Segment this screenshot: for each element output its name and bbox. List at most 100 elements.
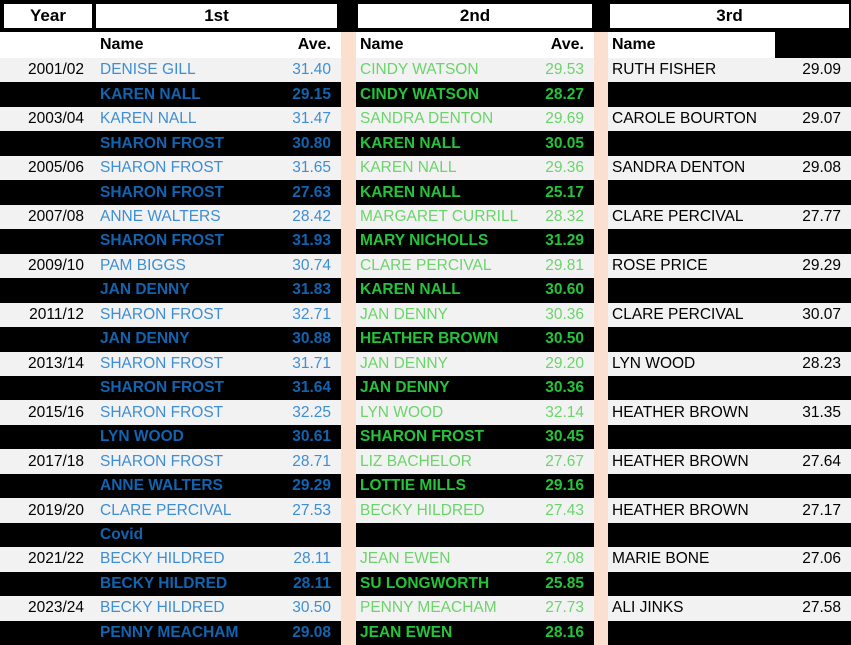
row-bg-third <box>608 204 851 230</box>
table-row[interactable]: 2005/06 SHARON FROST 31.65 KAREN NALL 29.36 S… <box>0 155 851 181</box>
table-row[interactable]: 2013/14 SHARON FROST 31.71 JAN DENNY 29.20 LY… <box>0 351 851 377</box>
column-separator-b <box>594 253 608 279</box>
cell-first-ave: 28.42 <box>292 208 331 225</box>
row-bg-second <box>356 106 594 132</box>
row-bg-third <box>608 473 851 499</box>
table-row[interactable]: 2023/24 BECKY HILDRED 30.50 PENNY MEACHAM 27… <box>0 596 851 621</box>
cell-year: 2005/06 <box>27 159 84 177</box>
title-year: Year <box>4 2 92 30</box>
table-row[interactable]: SHARON FROST 31.64 JAN DENNY 30.36 <box>0 375 851 401</box>
row-bg-second <box>356 58 594 83</box>
cell-second-name: KAREN NALL <box>360 159 457 177</box>
cell-second-name: JEAN EWEN <box>360 550 451 568</box>
column-separator-a <box>341 82 356 107</box>
column-separator-b <box>594 351 608 377</box>
table-row[interactable]: SHARON FROST 31.93 MARY NICHOLLS 31.29 <box>0 229 851 254</box>
cell-second-name: LYN WOOD <box>360 403 444 421</box>
row-bg-first <box>0 229 341 254</box>
cell-second-name: SU LONGWORTH <box>360 574 490 592</box>
cell-second-ave: 28.32 <box>545 208 584 225</box>
column-separator-a <box>341 204 356 230</box>
cell-first-ave: 29.29 <box>292 477 331 495</box>
table-row[interactable]: 2021/22 BECKY HILDRED 28.11 JEAN EWEN 27.08 M… <box>0 547 851 572</box>
table-row[interactable]: Covid <box>0 522 851 548</box>
cell-first-name: Covid <box>100 525 144 543</box>
cell-second-name: JAN DENNY <box>360 354 448 372</box>
column-separator-b <box>594 498 608 523</box>
row-bg-third <box>608 449 851 474</box>
cell-first-ave: 29.15 <box>292 85 331 103</box>
table-row[interactable]: ANNE WALTERS 29.29 LOTTIE MILLS 29.16 <box>0 473 851 499</box>
column-separator-a <box>341 180 356 205</box>
row-bg-third <box>608 229 851 254</box>
table-row[interactable]: SHARON FROST 27.63 KAREN NALL 25.17 <box>0 180 851 205</box>
cell-first-ave: 31.65 <box>292 159 331 177</box>
row-bg-second <box>356 351 594 377</box>
table-row[interactable]: JAN DENNY 31.83 KAREN NALL 30.60 <box>0 278 851 303</box>
cell-second-ave: 29.69 <box>545 110 584 128</box>
cell-second-name: CLARE PERCIVAL <box>360 256 492 274</box>
row-bg-first <box>0 571 341 597</box>
table-row[interactable]: 2015/16 SHARON FROST 32.25 LYN WOOD 32.14 HEA… <box>0 400 851 425</box>
cell-year: 2023/24 <box>27 599 84 617</box>
table-row[interactable]: 2003/04 KAREN NALL 31.47 SANDRA DENTON 29.69… <box>0 106 851 132</box>
row-bg-first <box>0 449 341 474</box>
row-bg-first <box>0 596 341 621</box>
table-row[interactable]: 2017/18 SHARON FROST 28.71 LIZ BACHELOR 27.6… <box>0 449 851 474</box>
table-row[interactable]: PENNY MEACHAM 29.08 JEAN EWEN 28.16 <box>0 620 851 645</box>
cell-second-ave: 27.73 <box>545 599 584 617</box>
row-bg-first <box>0 327 341 352</box>
cell-second-name: KAREN NALL <box>360 281 461 299</box>
cell-first-ave: 32.71 <box>292 305 331 323</box>
table-row[interactable]: 2019/20 CLARE PERCIVAL 27.53 BECKY HILDRED 2… <box>0 498 851 523</box>
table-row[interactable]: SHARON FROST 30.80 KAREN NALL 30.05 <box>0 131 851 156</box>
row-bg-second <box>356 180 594 205</box>
cell-third-ave: 29.29 <box>802 256 841 274</box>
column-separator-b <box>594 155 608 181</box>
table-row[interactable]: 2007/08 ANNE WALTERS 28.42 MARGARET CURRILL… <box>0 204 851 230</box>
cell-second-ave: 29.81 <box>545 256 584 274</box>
cell-first-name: DENISE GILL <box>100 61 196 79</box>
column-separator-a <box>341 449 356 474</box>
cell-first-ave: 27.53 <box>292 501 331 519</box>
row-bg-third <box>608 571 851 597</box>
cell-second-ave: 30.05 <box>545 134 584 152</box>
cell-second-ave: 25.85 <box>545 574 584 592</box>
table-row[interactable]: BECKY HILDRED 28.11 SU LONGWORTH 25.85 <box>0 571 851 597</box>
title-first: 1st <box>96 2 337 30</box>
table-row[interactable]: 2011/12 SHARON FROST 32.71 JAN DENNY 30.36 CL… <box>0 302 851 328</box>
cell-second-name: LIZ BACHELOR <box>360 452 472 470</box>
cell-second-ave: 29.53 <box>545 61 584 79</box>
row-bg-second <box>356 498 594 523</box>
cell-third-ave: 29.08 <box>802 159 841 177</box>
cell-third-name: MARIE BONE <box>612 550 710 568</box>
column-separator-b <box>594 58 608 83</box>
column-header-band: Name Ave. Name Ave. Name <box>0 32 851 58</box>
table-row[interactable]: KAREN NALL 29.15 CINDY WATSON 28.27 <box>0 82 851 107</box>
column-separator-a <box>341 278 356 303</box>
table-row[interactable]: 2009/10 PAM BIGGS 30.74 CLARE PERCIVAL 29.81… <box>0 253 851 279</box>
column-separator-a <box>341 424 356 450</box>
column-separator-b <box>594 204 608 230</box>
column-separator-b <box>594 400 608 425</box>
column-separator-a <box>341 351 356 377</box>
table-row[interactable]: LYN WOOD 30.61 SHARON FROST 30.45 <box>0 424 851 450</box>
cell-second-name: JEAN EWEN <box>360 623 453 641</box>
cell-first-ave: 29.08 <box>292 623 331 641</box>
column-separator-b <box>594 522 608 548</box>
cell-second-ave: 32.14 <box>545 403 584 421</box>
row-bg-first <box>0 278 341 303</box>
row-bg-first <box>0 302 341 328</box>
cell-year: 2017/18 <box>27 452 84 470</box>
column-separator-a <box>341 327 356 352</box>
table-row[interactable]: 2001/02 DENISE GILL 31.40 CINDY WATSON 29.53… <box>0 58 851 83</box>
row-bg-first <box>0 473 341 499</box>
cell-third-name: CLARE PERCIVAL <box>612 208 744 225</box>
row-bg-third <box>608 400 851 425</box>
row-bg-second <box>356 131 594 156</box>
cell-second-name: JAN DENNY <box>360 305 448 323</box>
table-row[interactable]: JAN DENNY 30.88 HEATHER BROWN 30.50 <box>0 327 851 352</box>
row-bg-first <box>0 155 341 181</box>
cell-third-name: HEATHER BROWN <box>612 403 749 421</box>
cell-first-ave: 27.63 <box>292 183 331 201</box>
